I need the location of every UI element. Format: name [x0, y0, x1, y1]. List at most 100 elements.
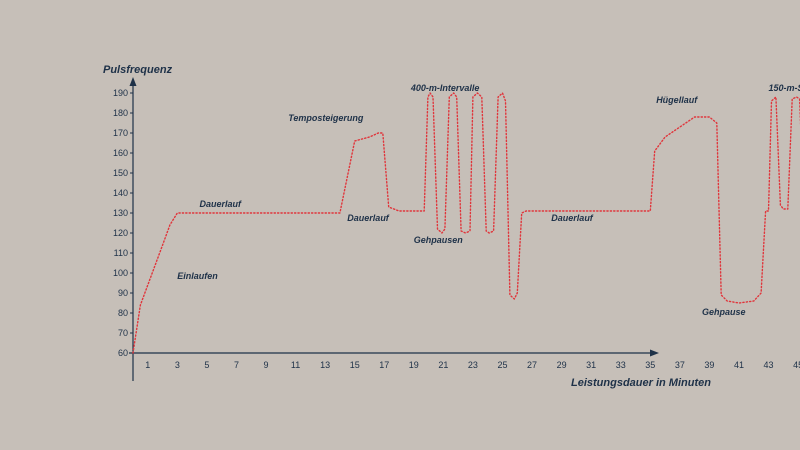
x-tick-label: 43 — [764, 360, 774, 370]
x-tick-label: 27 — [527, 360, 537, 370]
annotation-label: Gehpausen — [414, 235, 464, 245]
x-tick-label: 15 — [350, 360, 360, 370]
data-point — [339, 212, 340, 213]
x-tick-label: 7 — [234, 360, 239, 370]
data-point — [398, 210, 399, 211]
data-point — [509, 294, 510, 295]
data-point — [505, 100, 506, 101]
data-point — [169, 224, 170, 225]
annotation-label: 150-m-Sprints — [769, 83, 800, 93]
series-line-pulse — [132, 92, 800, 354]
y-axis-arrowhead — [129, 77, 137, 86]
x-tick-label: 39 — [704, 360, 714, 370]
data-point — [481, 96, 482, 97]
data-point — [444, 228, 445, 229]
data-point — [727, 300, 728, 301]
x-axis-arrowhead — [650, 349, 659, 357]
y-tick-label: 100 — [113, 268, 128, 278]
data-point — [140, 304, 141, 305]
x-tick-label: 41 — [734, 360, 744, 370]
x-tick-label: 13 — [320, 360, 330, 370]
x-tick-label: 29 — [557, 360, 567, 370]
data-point — [461, 230, 462, 231]
x-tick-label: 21 — [438, 360, 448, 370]
annotation-label: Dauerlauf — [200, 199, 243, 209]
data-point — [472, 96, 473, 97]
data-point — [427, 96, 428, 97]
y-tick-label: 190 — [113, 88, 128, 98]
data-point — [721, 294, 722, 295]
data-point — [783, 208, 784, 209]
data-point — [796, 96, 797, 97]
chart-annotations: Einlaufen Dauerlauf Temposteigerung Dauerla… — [177, 83, 800, 317]
data-point — [498, 96, 499, 97]
data-point — [354, 140, 355, 141]
y-tick-label: 170 — [113, 128, 128, 138]
data-point — [456, 96, 457, 97]
x-tick-label: 9 — [264, 360, 269, 370]
x-tick-label: 33 — [616, 360, 626, 370]
annotation-label: Dauerlauf — [551, 213, 594, 223]
data-point — [775, 96, 776, 97]
data-point — [679, 126, 680, 127]
y-tick-label: 80 — [118, 308, 128, 318]
data-point — [761, 292, 762, 293]
data-point — [155, 264, 156, 265]
data-point — [489, 232, 490, 233]
data-point — [162, 244, 163, 245]
x-tick-label: 23 — [468, 360, 478, 370]
data-point — [502, 92, 503, 93]
data-point — [132, 352, 133, 353]
data-point — [792, 98, 793, 99]
y-tick-label: 140 — [113, 188, 128, 198]
chart-axes — [129, 77, 659, 381]
data-point — [424, 210, 425, 211]
data-point — [486, 230, 487, 231]
y-tick-label: 90 — [118, 288, 128, 298]
annotation-label: Temposteigerung — [288, 113, 364, 123]
data-point — [441, 232, 442, 233]
data-point — [716, 122, 717, 123]
data-point — [147, 284, 148, 285]
data-point — [654, 150, 655, 151]
x-tick-label: 1 — [145, 360, 150, 370]
data-point — [771, 100, 772, 101]
data-point — [432, 96, 433, 97]
data-point — [780, 204, 781, 205]
annotation-label: Hügellauf — [656, 95, 698, 105]
data-point — [650, 210, 651, 211]
data-point — [493, 230, 494, 231]
y-axis-title: Pulsfrequenz — [103, 64, 173, 76]
data-point — [177, 212, 178, 213]
data-point — [709, 116, 710, 117]
annotation-label: 400-m-Intervalle — [410, 83, 480, 93]
x-tick-label: 31 — [586, 360, 596, 370]
series-points — [132, 92, 800, 353]
data-point — [437, 228, 438, 229]
data-point — [378, 132, 379, 133]
data-point — [738, 302, 739, 303]
y-tick-label: 130 — [113, 208, 128, 218]
x-tick-label: 17 — [379, 360, 389, 370]
data-point — [465, 232, 466, 233]
data-point — [382, 132, 383, 133]
data-point — [469, 230, 470, 231]
x-tick-label: 37 — [675, 360, 685, 370]
data-point — [517, 292, 518, 293]
x-tick-label: 3 — [175, 360, 180, 370]
data-point — [388, 206, 389, 207]
annotation-label: Dauerlauf — [347, 213, 390, 223]
x-tick-label: 45 — [793, 360, 800, 370]
y-tick-label: 160 — [113, 148, 128, 158]
data-point — [526, 210, 527, 211]
y-tick-label: 70 — [118, 328, 128, 338]
x-axis-title: Leistungsdauer in Minuten — [571, 377, 711, 389]
data-point — [753, 300, 754, 301]
data-point — [665, 136, 666, 137]
y-tick-label: 180 — [113, 108, 128, 118]
x-tick-label: 25 — [497, 360, 507, 370]
x-tick-label: 35 — [645, 360, 655, 370]
x-tick-label: 5 — [204, 360, 209, 370]
